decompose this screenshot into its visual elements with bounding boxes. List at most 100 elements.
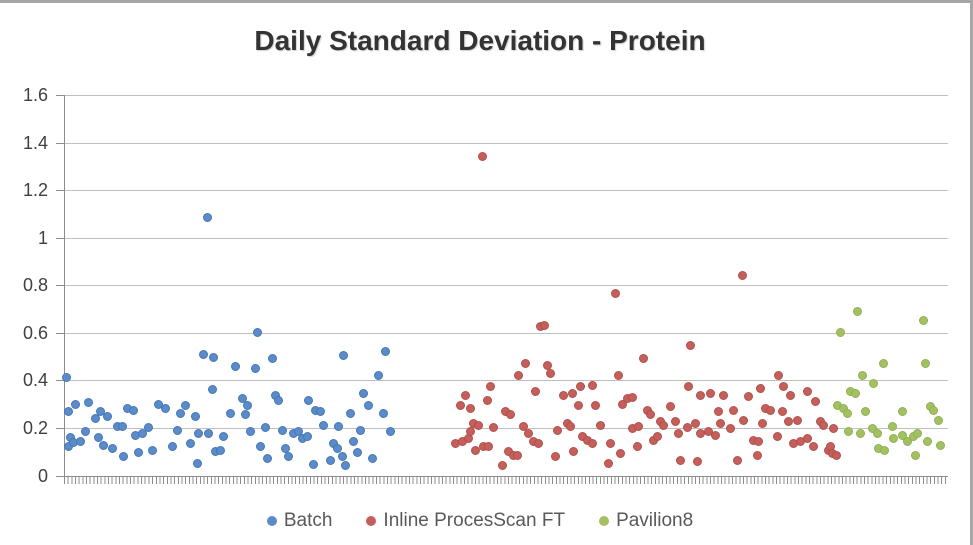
data-point-inline-processcan-ft[interactable] (725, 423, 735, 433)
data-point-batch[interactable] (252, 328, 262, 338)
data-point-pavilion8[interactable] (912, 428, 922, 438)
data-point-batch[interactable] (133, 448, 143, 458)
data-point-pavilion8[interactable] (935, 441, 945, 451)
data-point-inline-processcan-ft[interactable] (497, 461, 507, 471)
data-point-inline-processcan-ft[interactable] (743, 392, 753, 402)
data-point-inline-processcan-ft[interactable] (465, 404, 475, 414)
data-point-inline-processcan-ft[interactable] (718, 390, 728, 400)
data-point-inline-processcan-ft[interactable] (483, 441, 493, 451)
data-point-inline-processcan-ft[interactable] (539, 320, 549, 330)
data-point-inline-processcan-ft[interactable] (473, 421, 483, 431)
data-point-batch[interactable] (302, 431, 312, 441)
data-point-batch[interactable] (83, 398, 93, 408)
data-point-inline-processcan-ft[interactable] (732, 456, 742, 466)
data-point-batch[interactable] (153, 399, 163, 409)
data-point-batch[interactable] (337, 451, 347, 461)
data-point-batch[interactable] (240, 410, 250, 420)
data-point-inline-processcan-ft[interactable] (615, 448, 625, 458)
data-point-inline-processcan-ft[interactable] (831, 450, 841, 460)
data-point-batch[interactable] (143, 423, 153, 433)
data-point-batch[interactable] (207, 385, 217, 395)
data-point-pavilion8[interactable] (928, 405, 938, 415)
data-point-batch[interactable] (318, 421, 328, 431)
data-point-inline-processcan-ft[interactable] (665, 402, 675, 412)
data-point-batch[interactable] (245, 427, 255, 436)
data-point-batch[interactable] (303, 396, 313, 406)
data-point-pavilion8[interactable] (868, 378, 878, 388)
data-point-inline-processcan-ft[interactable] (802, 433, 812, 443)
data-point-batch[interactable] (255, 442, 265, 452)
data-point-pavilion8[interactable] (872, 428, 882, 438)
data-point-batch[interactable] (90, 413, 100, 423)
data-point-inline-processcan-ft[interactable] (670, 417, 680, 427)
data-point-batch[interactable] (378, 409, 388, 419)
data-point-batch[interactable] (338, 350, 348, 360)
data-point-pavilion8[interactable] (933, 415, 943, 425)
data-point-inline-processcan-ft[interactable] (632, 441, 642, 451)
data-point-batch[interactable] (192, 459, 202, 469)
data-point-batch[interactable] (340, 461, 350, 471)
data-point-batch[interactable] (315, 406, 325, 416)
data-point-batch[interactable] (283, 451, 293, 461)
data-point-batch[interactable] (117, 422, 127, 432)
data-point-inline-processcan-ft[interactable] (658, 421, 668, 431)
data-point-pavilion8[interactable] (920, 359, 930, 369)
data-point-batch[interactable] (230, 361, 240, 371)
data-point-inline-processcan-ft[interactable] (533, 438, 543, 448)
data-point-batch[interactable] (333, 422, 343, 432)
data-point-inline-processcan-ft[interactable] (783, 417, 793, 427)
data-point-batch[interactable] (355, 425, 365, 435)
data-point-inline-processcan-ft[interactable] (460, 391, 470, 401)
data-point-pavilion8[interactable] (878, 359, 888, 369)
data-point-batch[interactable] (237, 393, 247, 403)
data-point-inline-processcan-ft[interactable] (765, 405, 775, 415)
data-point-batch[interactable] (75, 436, 85, 446)
data-point-inline-processcan-ft[interactable] (513, 371, 523, 381)
data-point-batch[interactable] (63, 406, 73, 416)
data-point-batch[interactable] (215, 446, 225, 456)
data-point-inline-processcan-ft[interactable] (610, 289, 620, 299)
data-point-inline-processcan-ft[interactable] (530, 386, 540, 396)
data-point-inline-processcan-ft[interactable] (550, 451, 560, 461)
data-point-batch[interactable] (218, 431, 228, 441)
data-point-batch[interactable] (373, 371, 383, 381)
data-point-inline-processcan-ft[interactable] (728, 405, 738, 415)
data-point-batch[interactable] (203, 429, 213, 439)
data-point-batch[interactable] (80, 427, 90, 436)
data-point-inline-processcan-ft[interactable] (512, 450, 522, 460)
data-point-batch[interactable] (167, 442, 177, 452)
data-point-batch[interactable] (332, 443, 342, 453)
data-point-inline-processcan-ft[interactable] (810, 396, 820, 406)
data-point-inline-processcan-ft[interactable] (818, 421, 828, 431)
data-point-pavilion8[interactable] (897, 431, 907, 441)
data-point-inline-processcan-ft[interactable] (518, 422, 528, 432)
data-point-inline-processcan-ft[interactable] (545, 368, 555, 378)
data-point-inline-processcan-ft[interactable] (652, 431, 662, 441)
data-point-pavilion8[interactable] (867, 423, 877, 433)
data-point-batch[interactable] (95, 406, 105, 416)
data-point-inline-processcan-ft[interactable] (785, 390, 795, 400)
data-point-inline-processcan-ft[interactable] (590, 400, 600, 410)
data-point-inline-processcan-ft[interactable] (482, 396, 492, 406)
data-point-inline-processcan-ft[interactable] (558, 391, 568, 401)
data-point-batch[interactable] (118, 451, 128, 461)
data-point-batch[interactable] (202, 212, 212, 222)
data-point-batch[interactable] (208, 353, 218, 363)
data-point-pavilion8[interactable] (835, 328, 845, 338)
data-point-inline-processcan-ft[interactable] (757, 418, 767, 428)
data-point-inline-processcan-ft[interactable] (488, 423, 498, 433)
data-point-pavilion8[interactable] (852, 306, 862, 316)
data-point-inline-processcan-ft[interactable] (715, 418, 725, 428)
data-point-inline-processcan-ft[interactable] (772, 431, 782, 441)
data-point-inline-processcan-ft[interactable] (773, 371, 783, 381)
data-point-inline-processcan-ft[interactable] (710, 431, 720, 441)
data-point-inline-processcan-ft[interactable] (613, 371, 623, 381)
data-point-inline-processcan-ft[interactable] (685, 341, 695, 351)
data-point-inline-processcan-ft[interactable] (713, 406, 723, 416)
data-point-inline-processcan-ft[interactable] (808, 441, 818, 451)
data-point-batch[interactable] (107, 443, 117, 453)
data-point-inline-processcan-ft[interactable] (575, 381, 585, 391)
data-point-inline-processcan-ft[interactable] (605, 438, 615, 448)
data-point-batch[interactable] (98, 441, 108, 451)
data-point-batch[interactable] (160, 404, 170, 414)
